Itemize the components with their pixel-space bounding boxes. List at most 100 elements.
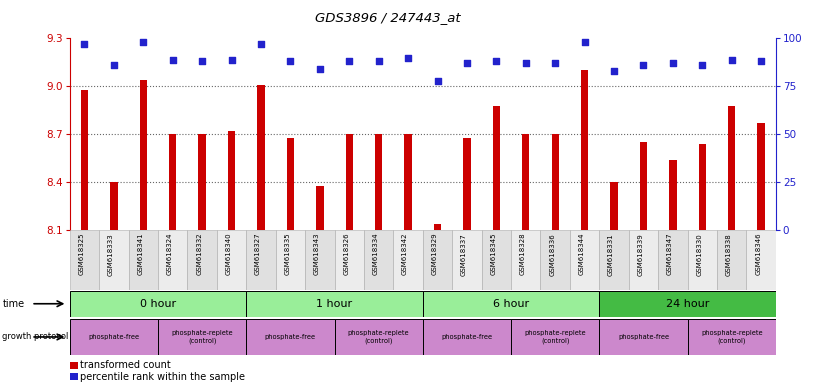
Text: phosphate-free: phosphate-free: [618, 334, 669, 340]
Text: phosphate-free: phosphate-free: [265, 334, 316, 340]
Text: phosphate-replete
(control): phosphate-replete (control): [701, 330, 763, 344]
Bar: [717, 230, 746, 290]
Point: [401, 55, 415, 61]
Text: 24 hour: 24 hour: [666, 299, 709, 309]
Bar: [70, 319, 158, 355]
Point: [372, 58, 385, 65]
Text: GDS3896 / 247443_at: GDS3896 / 247443_at: [314, 12, 461, 25]
Text: GSM618325: GSM618325: [79, 233, 85, 275]
Text: GSM618331: GSM618331: [608, 233, 614, 276]
Bar: [687, 319, 776, 355]
Text: GSM618338: GSM618338: [726, 233, 732, 276]
Bar: [570, 230, 599, 290]
Bar: [393, 230, 423, 290]
Bar: [158, 230, 187, 290]
Bar: [640, 142, 647, 230]
Bar: [187, 230, 217, 290]
Bar: [140, 80, 147, 230]
Point: [548, 60, 562, 66]
Point: [754, 58, 768, 65]
Point: [166, 56, 179, 63]
Bar: [423, 291, 599, 317]
Bar: [169, 134, 177, 230]
Bar: [110, 182, 117, 230]
Text: GSM618344: GSM618344: [579, 233, 585, 275]
Bar: [581, 70, 589, 230]
Bar: [552, 134, 559, 230]
Bar: [511, 230, 540, 290]
Bar: [599, 230, 629, 290]
Text: GSM618339: GSM618339: [637, 233, 644, 276]
Bar: [70, 230, 99, 290]
Bar: [405, 134, 412, 230]
Point: [342, 58, 355, 65]
Point: [461, 60, 474, 66]
Text: 1 hour: 1 hour: [316, 299, 353, 309]
Point: [695, 62, 709, 68]
Bar: [80, 89, 88, 230]
Bar: [688, 230, 717, 290]
Bar: [463, 137, 470, 230]
Text: GSM618346: GSM618346: [755, 233, 761, 275]
Point: [284, 58, 297, 65]
Point: [195, 58, 209, 65]
Bar: [758, 123, 765, 230]
Bar: [228, 131, 236, 230]
Point: [225, 56, 238, 63]
Bar: [375, 134, 383, 230]
Bar: [728, 106, 736, 230]
Text: 0 hour: 0 hour: [140, 299, 177, 309]
Bar: [629, 230, 658, 290]
Bar: [158, 319, 246, 355]
Bar: [129, 230, 158, 290]
Point: [667, 60, 680, 66]
Bar: [599, 291, 776, 317]
Bar: [658, 230, 688, 290]
Text: phosphate-replete
(control): phosphate-replete (control): [525, 330, 586, 344]
Bar: [482, 230, 511, 290]
Bar: [246, 291, 423, 317]
Point: [490, 58, 503, 65]
Point: [108, 62, 121, 68]
Bar: [305, 230, 335, 290]
Bar: [433, 224, 441, 230]
Bar: [335, 319, 423, 355]
Text: 6 hour: 6 hour: [493, 299, 530, 309]
Text: GSM618324: GSM618324: [167, 233, 172, 275]
Text: GSM618343: GSM618343: [314, 233, 320, 275]
Text: GSM618347: GSM618347: [667, 233, 673, 275]
Point: [608, 68, 621, 74]
Bar: [423, 230, 452, 290]
Bar: [699, 144, 706, 230]
Text: phosphate-free: phosphate-free: [442, 334, 493, 340]
Text: GSM618337: GSM618337: [461, 233, 467, 276]
Bar: [217, 230, 246, 290]
Bar: [287, 137, 294, 230]
Point: [314, 66, 327, 72]
Bar: [346, 134, 353, 230]
Point: [637, 62, 650, 68]
Bar: [540, 230, 570, 290]
Text: time: time: [2, 299, 25, 309]
Bar: [522, 134, 530, 230]
Text: phosphate-replete
(control): phosphate-replete (control): [348, 330, 410, 344]
Bar: [423, 319, 511, 355]
Text: GSM618340: GSM618340: [226, 233, 232, 275]
Text: phosphate-free: phosphate-free: [89, 334, 140, 340]
Bar: [257, 85, 264, 230]
Text: GSM618334: GSM618334: [373, 233, 378, 275]
Text: GSM618332: GSM618332: [196, 233, 202, 275]
Point: [255, 41, 268, 47]
Bar: [335, 230, 364, 290]
Bar: [452, 230, 482, 290]
Point: [78, 41, 91, 47]
Text: growth protocol: growth protocol: [2, 333, 69, 341]
Bar: [511, 319, 599, 355]
Text: phosphate-replete
(control): phosphate-replete (control): [172, 330, 233, 344]
Point: [431, 78, 444, 84]
Bar: [316, 185, 323, 230]
Text: GSM618342: GSM618342: [402, 233, 408, 275]
Text: GSM618328: GSM618328: [520, 233, 525, 275]
Bar: [746, 230, 776, 290]
Text: GSM618335: GSM618335: [284, 233, 291, 275]
